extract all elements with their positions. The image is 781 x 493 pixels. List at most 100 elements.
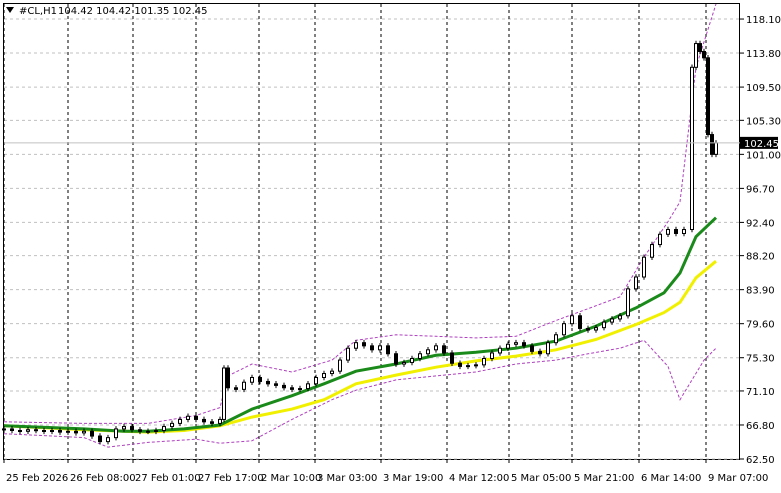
x-tick-label: 26 Feb 08:00 [70, 473, 136, 484]
candle-body [242, 381, 246, 390]
y-tick-label: 96.70 [746, 184, 775, 195]
candle-body [474, 364, 478, 367]
y-tick-label: 79.60 [746, 320, 775, 331]
candle-body [506, 343, 510, 349]
x-tick-label: 27 Feb 01:00 [135, 473, 201, 484]
candle-body [250, 376, 254, 383]
symbol-label: #CL,H1 [19, 6, 57, 17]
candle-body [114, 428, 118, 439]
candle-body [466, 365, 470, 368]
x-tick-label: 5 Mar 05:00 [511, 473, 571, 484]
ohlc-values: 104.42 104.42 101.35 102.45 [58, 6, 208, 17]
candle-body [42, 430, 46, 433]
slow-ma-line [3, 260, 717, 434]
candle-body [570, 315, 574, 325]
candle-body [194, 415, 198, 420]
candle-body [434, 345, 438, 351]
y-tick-label: 101.00 [746, 150, 781, 161]
candle-body [218, 418, 222, 424]
candle-body [418, 353, 422, 360]
candle-body [66, 430, 70, 433]
candle-body [714, 142, 718, 155]
candle-body [370, 345, 374, 351]
candle-body [98, 435, 102, 443]
candle-body [18, 430, 22, 433]
candle-body [634, 276, 638, 290]
candle-body [122, 426, 126, 430]
candle-body [658, 233, 662, 246]
candle-body [130, 426, 134, 431]
candle-body [498, 347, 502, 354]
candle-body [82, 430, 86, 434]
candle-body [162, 426, 166, 432]
candle-body [222, 367, 226, 420]
candles-layer [2, 40, 718, 445]
candle-body [330, 370, 334, 375]
grid-layer [3, 4, 740, 460]
candle-body [146, 430, 150, 433]
candle-body [298, 388, 302, 391]
y-tick-label: 66.80 [746, 421, 775, 432]
candle-body [394, 353, 398, 365]
candle-body [226, 367, 230, 389]
candle-body [618, 315, 622, 320]
candle-body [306, 383, 310, 390]
y-tick-label: 88.20 [746, 252, 775, 263]
y-tick-label: 75.30 [746, 354, 775, 365]
current-price-tag [740, 136, 778, 149]
upper-band-line [3, 3, 717, 424]
y-tick-label: 105.30 [746, 116, 781, 127]
candle-body [274, 383, 278, 386]
candle-body [170, 422, 174, 428]
current-price-marker: 102.45 [4, 136, 779, 150]
fast-ma-line [3, 216, 718, 433]
candle-body [514, 342, 518, 345]
candle-body [378, 345, 382, 351]
x-tick-label: 6 Mar 14:00 [641, 473, 701, 484]
candle-body [554, 334, 558, 344]
y-tick-label: 62.50 [746, 455, 775, 466]
lower-band-line [3, 339, 717, 448]
candle-body [538, 350, 542, 355]
current-price-label: 102.45 [744, 139, 779, 150]
y-tick-label: 113.80 [746, 49, 781, 60]
candle-body [594, 327, 598, 331]
moving-averages [3, 216, 718, 434]
candle-body [202, 418, 206, 423]
candle-body [530, 345, 534, 352]
y-tick-label: 71.10 [746, 387, 775, 398]
candle-body [578, 315, 582, 329]
candle-body [694, 43, 698, 68]
candle-body [154, 430, 158, 433]
candle-body [290, 387, 294, 390]
x-tick-label: 9 Mar 07:00 [708, 473, 768, 484]
candle-body [710, 134, 714, 155]
candle-body [106, 437, 110, 443]
y-tick-label: 118.10 [746, 15, 781, 26]
x-tick-label: 3 Mar 19:00 [383, 473, 443, 484]
candle-body [90, 430, 94, 437]
candle-body [178, 418, 182, 424]
candle-body [682, 229, 686, 234]
candle-body [210, 421, 214, 424]
x-tick-label: 5 Mar 21:00 [574, 473, 634, 484]
candle-body [26, 429, 30, 432]
candle-body [586, 327, 590, 331]
candle-body [346, 347, 350, 361]
candle-body [698, 43, 702, 52]
candle-body [490, 352, 494, 360]
candle-body [266, 380, 270, 385]
candle-body [522, 342, 526, 347]
triangle-down-icon[interactable] [6, 7, 14, 13]
candle-body [322, 373, 326, 378]
chart-header: #CL,H1 104.42 104.42 101.35 102.45 [6, 6, 208, 17]
candle-body [410, 358, 414, 363]
candle-body [10, 428, 14, 432]
x-tick-label: 4 Mar 12:00 [449, 473, 509, 484]
x-tick-label: 25 Feb 2026 [6, 473, 68, 484]
candle-body [50, 430, 54, 433]
candle-body [58, 430, 62, 433]
